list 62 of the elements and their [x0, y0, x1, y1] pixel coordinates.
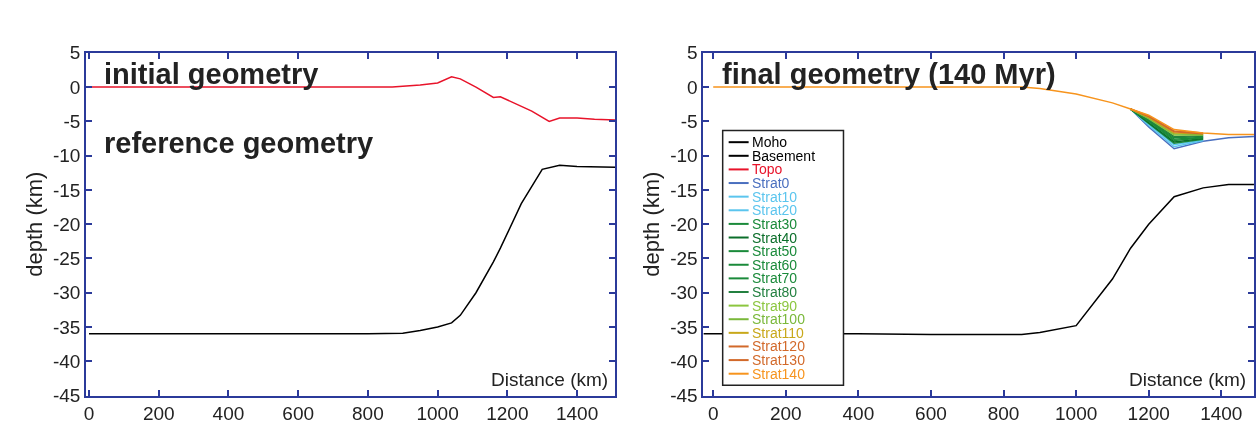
y-tick-label: -25	[670, 248, 698, 270]
y-tick-label: -5	[680, 111, 698, 133]
legend-label: Strat10	[752, 189, 798, 205]
legend-label: Strat60	[752, 257, 798, 273]
x-tick-label: 1000	[416, 403, 459, 425]
legend-label: Strat20	[752, 202, 798, 218]
y-tick-label: -30	[670, 282, 698, 304]
y-tick-label: -15	[670, 179, 698, 201]
y-axis-title: depth (km)	[639, 171, 665, 277]
x-tick-label: 400	[212, 403, 245, 425]
y-tick-label: -40	[670, 350, 698, 372]
chart-title: initial geometry	[104, 58, 319, 90]
legend-label: Strat90	[752, 298, 798, 314]
y-tick-label: -10	[52, 145, 81, 167]
y-tick-label: 0	[687, 76, 698, 98]
legend-label: Strat40	[752, 230, 798, 246]
chart-title: final geometry (140 Myr)	[722, 58, 1056, 90]
x-tick-label: 1200	[1127, 403, 1170, 425]
y-tick-label: -30	[52, 282, 81, 304]
legend-label: Strat100	[752, 311, 806, 327]
y-tick-label: 5	[69, 42, 81, 64]
y-tick-label: -20	[52, 213, 81, 235]
legend-label: Strat80	[752, 284, 798, 300]
legend-label: Strat120	[752, 338, 806, 354]
y-tick-label: -45	[52, 385, 81, 407]
legend-label: Strat70	[752, 270, 798, 286]
x-axis-title: Distance (km)	[491, 369, 609, 390]
legend-label: Basement	[752, 148, 816, 164]
x-tick-label: 600	[282, 403, 315, 425]
y-tick-label: -20	[670, 213, 698, 235]
legend-label: Strat130	[752, 352, 806, 368]
annotation: reference geometry	[104, 127, 374, 159]
legend-label: Topo	[752, 161, 783, 177]
legend-label: Strat50	[752, 243, 798, 259]
y-tick-label: -10	[670, 145, 698, 167]
y-axis-title: depth (km)	[22, 171, 48, 277]
x-tick-label: 1200	[486, 403, 529, 425]
y-tick-label: -35	[670, 316, 698, 338]
x-tick-label: 200	[142, 403, 175, 425]
x-axis-title: Distance (km)	[1129, 369, 1247, 390]
x-tick-label: 1400	[1200, 403, 1243, 425]
y-tick-label: 0	[69, 76, 81, 98]
x-tick-label: 200	[769, 403, 802, 425]
x-tick-label: 400	[842, 403, 875, 425]
legend-label: Strat110	[752, 325, 805, 341]
x-tick-label: 0	[83, 403, 95, 425]
x-tick-label: 600	[915, 403, 947, 425]
x-tick-label: 800	[987, 403, 1020, 425]
legend-label: Moho	[752, 134, 788, 150]
y-tick-label: -25	[52, 248, 81, 270]
y-tick-label: -15	[52, 179, 81, 201]
legend-label: Strat140	[752, 366, 806, 382]
y-tick-label: -45	[670, 385, 698, 407]
y-tick-label: -35	[52, 316, 81, 338]
legend-label: Strat30	[752, 216, 798, 232]
x-tick-label: 0	[707, 403, 719, 425]
x-tick-label: 800	[352, 403, 384, 425]
x-tick-label: 1400	[555, 403, 599, 425]
y-tick-label: -5	[63, 111, 81, 133]
x-tick-label: 1000	[1055, 403, 1098, 425]
y-tick-label: 5	[687, 42, 698, 64]
y-tick-label: -40	[52, 350, 81, 372]
